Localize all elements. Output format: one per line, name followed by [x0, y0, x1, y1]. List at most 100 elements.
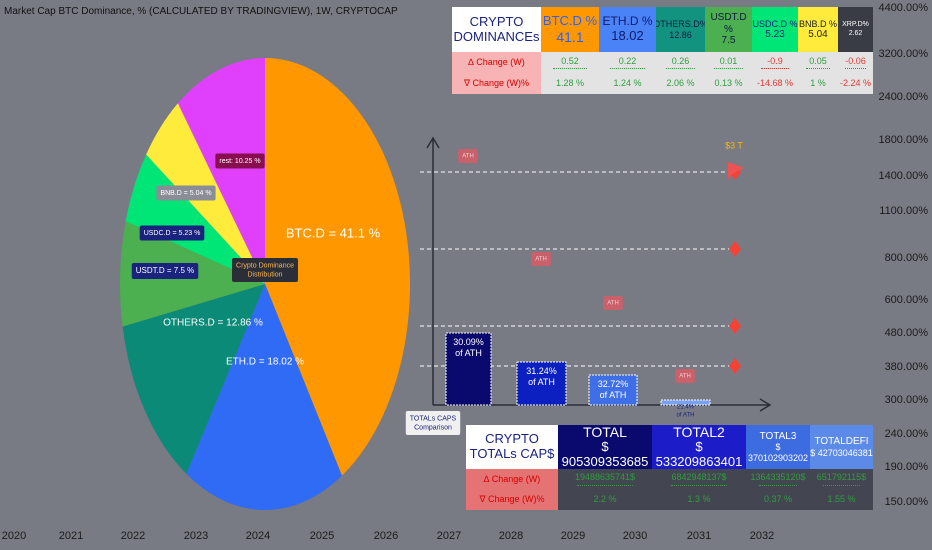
value-text: 0.37 % [763, 494, 793, 505]
row-label: ∇ Change (W)% [466, 489, 558, 510]
pie-caption: Crypto Dominance Distribution [232, 258, 298, 282]
value-text: 2.06 % [666, 78, 695, 89]
value-text: -2.24 % [839, 78, 872, 89]
value-text: 2.2 % [593, 494, 617, 505]
ath-caption-text: Comparison [414, 424, 452, 431]
ath-bar [516, 361, 567, 406]
target-flag [728, 162, 744, 180]
ath-caption: TOTALs CAPS Comparison [405, 411, 461, 435]
column-value: 18.02 [611, 27, 644, 43]
ath-bar-label-text: 30.09% [453, 337, 484, 347]
ath-marker [729, 318, 741, 334]
ath-label-box [603, 296, 623, 310]
price-axis-label: 240.00% [885, 428, 929, 440]
value-text: 0.52 [561, 55, 579, 66]
price-axis-label: 190.00% [885, 461, 929, 473]
pie-caption-box [232, 258, 298, 282]
value-text: 1364335120$ [750, 472, 806, 483]
price-axis-label: 2400.00% [878, 91, 928, 103]
row-value: 0.37 % [746, 489, 810, 510]
ath-caption-text: TOTALs CAPS [410, 415, 457, 422]
y-axis-arrow [426, 136, 440, 405]
separator [576, 484, 634, 486]
separator [806, 68, 830, 70]
ath-label-box [675, 369, 695, 383]
title-line: TOTALs CAP$ [469, 446, 555, 461]
title-line: CRYPTO [485, 431, 539, 447]
separator [758, 484, 798, 486]
pie-caption-text: Distribution [247, 271, 282, 278]
column-header: OTHERS.D% 12.86 [656, 7, 705, 52]
ath-bar-label: 21.4% of ATH [677, 405, 695, 419]
table: CRYPTO DOMINANCEs BTC.D % 41.1 ETH.D % 18.02 O… [452, 7, 873, 94]
price-axis-label: 150.00% [885, 496, 929, 508]
price-axis-label: 1800.00% [878, 134, 928, 146]
ath-bar-label-text: 32.72% [598, 379, 629, 389]
value-text: 1.3 % [687, 494, 711, 505]
column-name: BNB.D % [798, 18, 837, 29]
ath-marker [729, 241, 741, 257]
row-label: ∆ Change (W) [452, 52, 541, 73]
row-value: 1.55 % [810, 489, 873, 510]
ath-bar-label: 30.09%of ATH [453, 337, 484, 358]
row-value: 6842948137$ [652, 469, 746, 489]
ath-bar-label-text: 31.24% [526, 366, 557, 376]
value-text: 1.24 % [613, 78, 642, 89]
value-text: 1.55 % [827, 494, 856, 505]
pie-caption-text: Crypto Dominance [236, 262, 294, 269]
column-header: TOTAL $ 905309353685 [558, 425, 652, 469]
time-axis-label: 2022 [121, 530, 145, 542]
pie-label: ETH.D = 18.02 % [226, 357, 304, 368]
time-axis-label: 2031 [687, 530, 711, 542]
time-axis-label: 2021 [59, 530, 83, 542]
price-axis-label: 380.00% [885, 361, 929, 373]
price-axis-label: 1400.00% [878, 170, 928, 182]
pie-label-box [139, 225, 205, 241]
pie-label: OTHERS.D = 12.86 % [163, 318, 263, 329]
time-axis-label: 2028 [499, 530, 523, 542]
ath-bar [660, 399, 711, 406]
separator [610, 68, 645, 70]
table-title: CRYPTO DOMINANCEs [452, 7, 541, 52]
row-value: 1364335120$ [746, 469, 810, 489]
price-axis-label: 800.00% [885, 252, 929, 264]
row-value: 2.2 % [558, 489, 652, 510]
pie-label: USDC.D = 5.23 % [139, 225, 205, 241]
pie-label-text: USDC.D = 5.23 % [144, 230, 201, 237]
pie-label: BTC.D = 41.1 % [286, 225, 381, 240]
price-axis-label: 1100.00% [879, 205, 928, 217]
value-text: -0.06 [845, 55, 866, 66]
column-name: TOTALDEFI [814, 436, 869, 448]
separator [761, 68, 789, 70]
column-header: BNB.D % 5.04 [798, 7, 838, 52]
column-value: 7.5 [721, 35, 736, 47]
column-header: TOTAL3 $ 370102903202 [746, 425, 810, 469]
ath-label-text: ATH [535, 257, 547, 263]
table-title: CRYPTO TOTALs CAP$ [466, 425, 558, 469]
row-value: 0.52 [541, 52, 599, 73]
value-text: 651792115$ [816, 472, 867, 483]
value-text: 0.26 [671, 55, 690, 66]
row-value: -0.06 [838, 52, 873, 73]
title-line: CRYPTO [469, 13, 524, 29]
row-value: 1.28 % [541, 73, 599, 94]
value-text: 0.05 [809, 55, 827, 66]
pie-slice [177, 58, 265, 284]
column-name: ETH.D % [602, 14, 653, 29]
ath-label: ATH [531, 252, 551, 266]
ath-label-text: ATH [679, 374, 691, 380]
pie-label-text: BNB.D = 5.04 % [160, 190, 211, 197]
column-name: TOTAL3 [759, 430, 797, 442]
column-name: USDT.D % [710, 12, 747, 35]
pie-label: USDT.D = 7.5 % [131, 263, 199, 279]
separator [845, 68, 866, 70]
column-header: XRP.D% 2.62 [838, 7, 873, 52]
row-value: 0.13 % [705, 73, 752, 94]
row-value: 0.01 [705, 52, 752, 73]
time-axis-label: 2030 [623, 530, 647, 542]
pie-slice [186, 284, 342, 511]
column-value: $ 42703046381 [810, 447, 873, 458]
column-name: TOTAL2 [673, 425, 725, 441]
